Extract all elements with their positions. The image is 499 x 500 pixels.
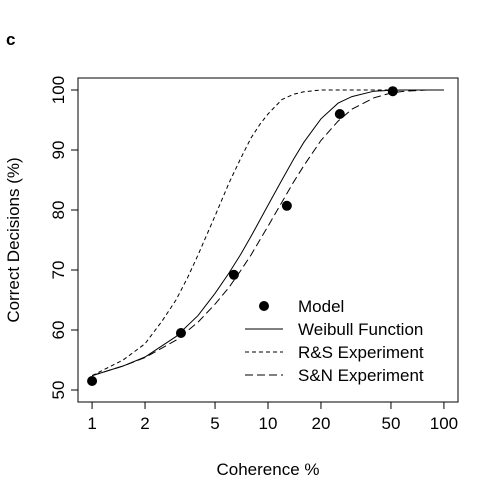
y-tick-label: 50 <box>49 381 68 400</box>
model-point <box>228 269 239 280</box>
y-tick-label: 60 <box>49 321 68 340</box>
legend-marker-model <box>259 301 269 311</box>
model-point <box>334 109 345 119</box>
y-tick-label: 90 <box>49 141 68 160</box>
legend-label: S&N Experiment <box>298 366 424 385</box>
model-point <box>87 376 98 386</box>
model-point <box>387 86 398 97</box>
sandn-experiment-line <box>91 89 444 377</box>
panel-label: c <box>6 30 16 49</box>
x-tick-label: 5 <box>210 414 219 433</box>
legend-label: Model <box>298 297 344 316</box>
x-tick-label: 100 <box>430 414 458 433</box>
legend-label: R&S Experiment <box>298 343 424 362</box>
model-point <box>175 328 186 338</box>
x-tick-label: 10 <box>259 414 278 433</box>
weibull-function-line <box>91 89 444 377</box>
y-tick-label: 80 <box>49 201 68 220</box>
y-axis-label: Correct Decisions (%) <box>4 157 23 322</box>
rands-experiment-line <box>91 89 444 377</box>
model-point <box>281 200 292 211</box>
y-tick-label: 70 <box>49 261 68 280</box>
x-tick-label: 1 <box>87 414 96 433</box>
x-tick-label: 20 <box>311 414 330 433</box>
x-tick-label: 50 <box>382 414 401 433</box>
x-axis-label: Coherence % <box>216 460 319 479</box>
x-tick-label: 2 <box>140 414 149 433</box>
y-tick-label: 100 <box>49 76 68 104</box>
legend-label: Weibull Function <box>298 320 423 339</box>
